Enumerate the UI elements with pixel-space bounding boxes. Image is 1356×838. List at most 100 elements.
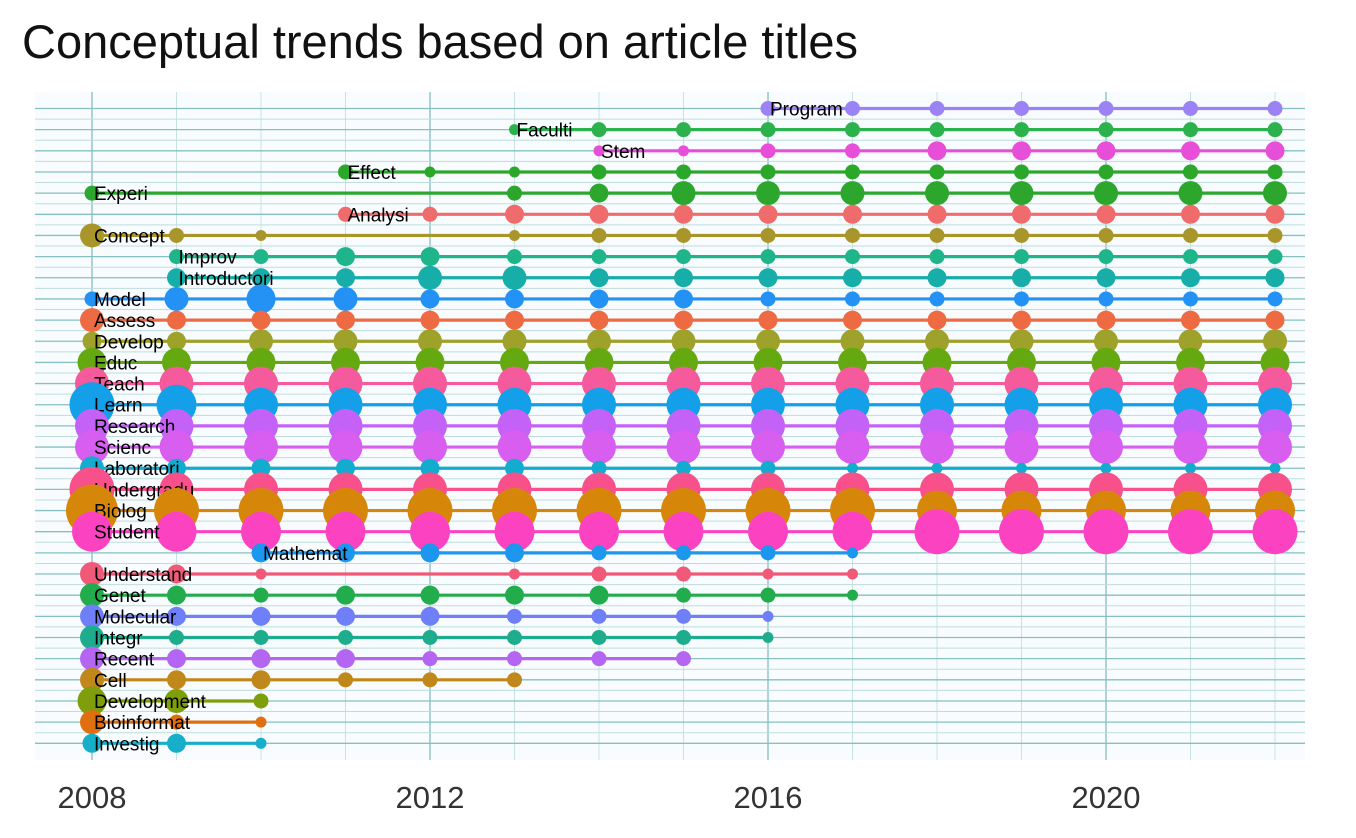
data-point — [756, 181, 780, 206]
data-point — [255, 716, 267, 728]
data-point — [762, 632, 774, 643]
data-point — [167, 670, 186, 690]
data-point — [505, 543, 524, 563]
data-point — [77, 686, 107, 716]
data-point — [762, 610, 774, 622]
data-point — [758, 268, 778, 288]
data-point — [591, 630, 607, 645]
data-point — [1096, 268, 1116, 288]
data-point — [251, 649, 271, 669]
data-point — [1269, 462, 1281, 474]
data-point — [676, 249, 691, 265]
data-point — [1178, 329, 1203, 354]
data-point — [591, 545, 607, 561]
data-point — [80, 223, 104, 248]
data-point — [589, 310, 609, 330]
data-point — [253, 249, 269, 265]
data-point — [674, 268, 693, 288]
data-point — [843, 204, 862, 224]
data-point — [80, 667, 104, 692]
data-point — [1267, 122, 1283, 138]
data-point — [422, 672, 438, 688]
data-point — [1183, 249, 1198, 265]
term-label: Faculti — [517, 121, 573, 142]
data-point — [251, 606, 271, 626]
data-point — [1183, 291, 1198, 307]
data-point — [1012, 204, 1031, 224]
data-point — [82, 733, 102, 753]
data-point — [1098, 249, 1114, 265]
data-point — [241, 511, 281, 552]
term-label: Assess — [94, 311, 155, 332]
data-point — [169, 249, 184, 265]
data-point — [336, 606, 355, 626]
data-point — [253, 630, 269, 645]
term-label: Analysi — [348, 205, 409, 226]
data-point — [914, 509, 960, 555]
data-point — [505, 458, 524, 478]
term-row-analysi: Analysi — [338, 204, 1285, 226]
data-point — [676, 545, 691, 561]
data-point — [676, 460, 691, 476]
data-point — [336, 458, 355, 478]
data-point — [246, 284, 276, 314]
data-point — [249, 329, 273, 354]
data-point — [843, 268, 862, 288]
data-point — [253, 693, 269, 709]
data-point — [929, 101, 945, 116]
data-point — [413, 430, 447, 465]
data-point — [676, 587, 691, 603]
term-row-stem: Stem — [593, 141, 1285, 163]
data-point — [420, 585, 440, 605]
data-point — [424, 166, 436, 178]
data-point — [159, 430, 194, 465]
data-point — [75, 430, 109, 465]
data-point — [164, 688, 189, 713]
term-label: Integr — [94, 629, 143, 650]
data-point — [760, 460, 776, 476]
term-row-mathemat: Mathemat — [251, 543, 858, 565]
data-point — [502, 329, 527, 354]
data-point — [1089, 430, 1123, 465]
data-point — [328, 430, 363, 465]
data-point — [169, 714, 184, 730]
term-row-model: Model — [84, 284, 1283, 314]
data-point — [1265, 141, 1285, 161]
term-row-faculti: Faculti — [509, 121, 1283, 142]
data-point — [845, 122, 860, 138]
data-point — [80, 308, 104, 333]
data-point — [1098, 227, 1114, 243]
data-point — [333, 286, 358, 311]
data-point — [927, 310, 947, 330]
term-label: Development — [94, 692, 207, 713]
data-point — [582, 430, 616, 465]
data-point — [1016, 462, 1027, 474]
data-point — [509, 124, 520, 136]
term-label: Mathemat — [263, 544, 348, 565]
data-point — [420, 289, 440, 309]
term-label: Experi — [94, 184, 148, 205]
data-point — [1263, 329, 1287, 354]
term-row-introductori: Introductori — [167, 265, 1285, 290]
data-point — [418, 265, 442, 290]
x-tick-label: 2012 — [396, 780, 465, 815]
term-label: Investig — [94, 734, 159, 755]
data-point — [756, 329, 780, 354]
data-point — [929, 249, 945, 265]
data-point — [251, 670, 271, 690]
data-point — [251, 543, 271, 563]
term-row-effect: Effect — [338, 163, 1283, 184]
data-point — [1094, 329, 1118, 354]
data-point — [336, 310, 355, 330]
data-point — [1181, 310, 1200, 330]
data-point — [422, 630, 438, 645]
data-point — [169, 630, 184, 645]
data-point — [420, 247, 440, 267]
data-point — [167, 733, 186, 753]
data-point — [251, 310, 271, 330]
data-point — [1014, 291, 1029, 307]
data-point — [927, 268, 947, 288]
data-point — [1178, 181, 1203, 206]
data-point — [674, 204, 693, 224]
